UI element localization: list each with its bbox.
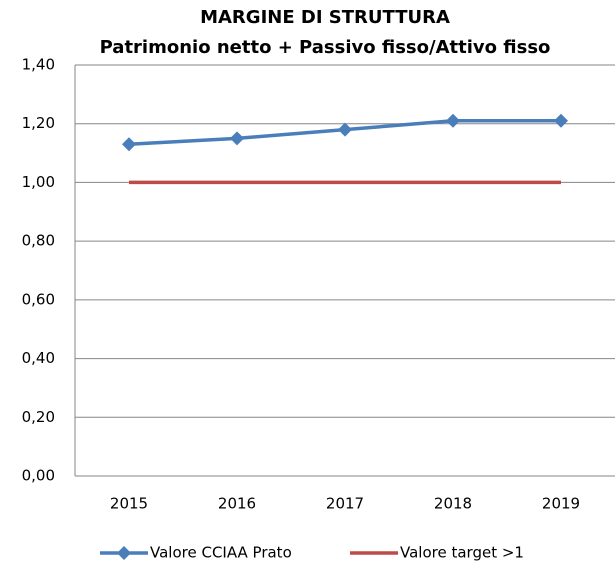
chart-title: MARGINE DI STRUTTURA xyxy=(200,7,450,28)
y-tick-label: 0,20 xyxy=(22,408,55,426)
x-tick-label: 2015 xyxy=(110,495,148,513)
legend-label: Valore target >1 xyxy=(400,544,524,562)
chart-subtitle: Patrimonio netto + Passivo fisso/Attivo … xyxy=(100,37,551,58)
x-tick-label: 2016 xyxy=(218,495,256,513)
legend-label: Valore CCIAA Prato xyxy=(150,544,292,562)
point-marker xyxy=(338,122,352,137)
y-tick-label: 0,40 xyxy=(22,349,55,367)
point-marker xyxy=(122,137,136,152)
point-marker xyxy=(230,131,244,146)
point-marker xyxy=(554,113,568,128)
x-tick-label: 2019 xyxy=(542,495,580,513)
y-tick-label: 1,40 xyxy=(22,56,55,74)
legend-marker xyxy=(117,546,131,560)
y-tick-label: 1,20 xyxy=(22,114,55,132)
y-tick-label: 0,80 xyxy=(22,232,55,250)
y-tick-label: 0,00 xyxy=(22,467,55,485)
x-tick-label: 2017 xyxy=(326,495,364,513)
x-tick-label: 2018 xyxy=(434,495,472,513)
y-tick-label: 1,00 xyxy=(22,173,55,191)
y-tick-label: 0,60 xyxy=(22,290,55,308)
point-marker xyxy=(446,113,460,128)
